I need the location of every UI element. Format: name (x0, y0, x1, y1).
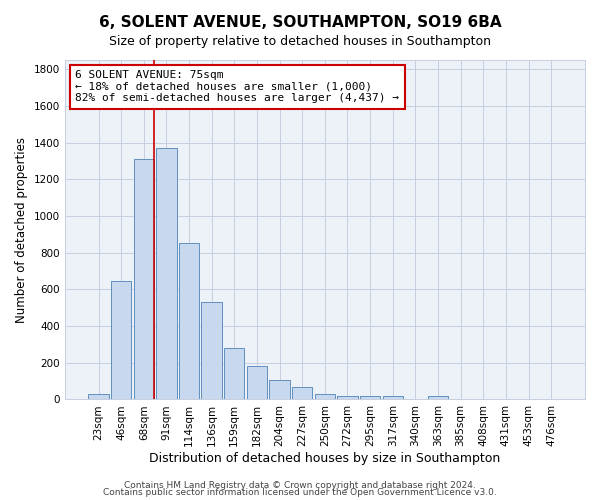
Bar (134, 159, 154, 400)
Bar (88, 394, 109, 400)
Bar (292, 386, 313, 400)
Bar (111, 281, 131, 400)
Bar (179, 244, 199, 400)
Text: 6 SOLENT AVENUE: 75sqm
← 18% of detached houses are smaller (1,000)
82% of semi-: 6 SOLENT AVENUE: 75sqm ← 18% of detached… (75, 70, 399, 103)
Bar (269, 380, 290, 400)
Text: Contains public sector information licensed under the Open Government Licence v3: Contains public sector information licen… (103, 488, 497, 497)
Text: 6, SOLENT AVENUE, SOUTHAMPTON, SO19 6BA: 6, SOLENT AVENUE, SOUTHAMPTON, SO19 6BA (98, 15, 502, 30)
Bar (337, 396, 358, 400)
Bar (314, 394, 335, 400)
Bar (247, 366, 267, 400)
Bar (428, 396, 448, 400)
Bar (360, 396, 380, 400)
Bar (383, 396, 403, 400)
Bar (202, 302, 222, 400)
Bar (156, 148, 176, 400)
X-axis label: Distribution of detached houses by size in Southampton: Distribution of detached houses by size … (149, 452, 500, 465)
Bar (224, 348, 244, 400)
Y-axis label: Number of detached properties: Number of detached properties (15, 136, 28, 322)
Text: Contains HM Land Registry data © Crown copyright and database right 2024.: Contains HM Land Registry data © Crown c… (124, 480, 476, 490)
Text: Size of property relative to detached houses in Southampton: Size of property relative to detached ho… (109, 35, 491, 48)
